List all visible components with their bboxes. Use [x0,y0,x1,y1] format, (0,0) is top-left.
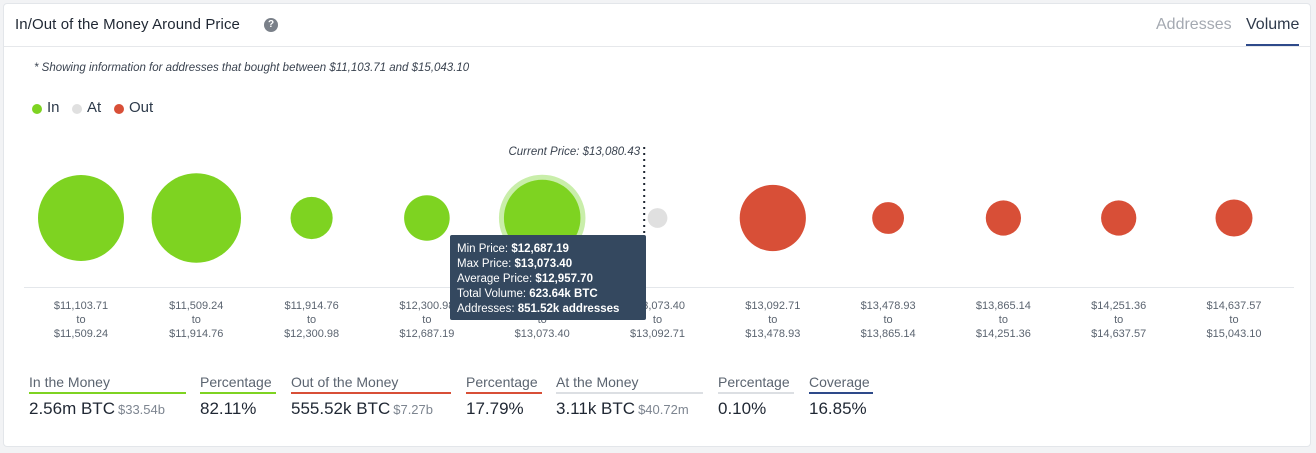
bubble-in[interactable] [404,195,450,241]
tick-label-to: to [307,314,316,326]
stat-underline [809,392,873,394]
stat-in-percentage: Percentage 82.11% [200,374,276,419]
card-header: In/Out of the Money Around Price ? Addre… [4,4,1310,47]
stat-out-of-the-money: Out of the Money 555.52k BTC $7.27b [291,374,451,419]
stat-underline [466,392,542,394]
summary-stats: In the Money 2.56m BTC $33.54b Percentage… [4,374,1310,434]
tick-label-to-value: $15,043.10 [1206,328,1261,340]
tick-label-to-value: $14,251.36 [976,328,1031,340]
tick-label-from: $11,509.24 [169,300,223,312]
bubble-out[interactable] [872,202,905,234]
tick-label-to-value: $11,914.76 [169,328,223,340]
tooltip-addresses: Addresses: 851.52k addresses [457,303,620,315]
bubble-out[interactable] [739,184,806,252]
tick-label-from: $13,865.14 [976,300,1031,312]
stat-coverage: Coverage 16.85% [809,374,873,419]
stat-label: Percentage [718,374,790,390]
tick-label-to-value: $13,073.40 [515,328,570,340]
tick-label-from: $13,092.71 [745,300,800,312]
tick-label-to-value: $11,509.24 [54,328,108,340]
stat-value: 16.85% [809,399,867,418]
bubble-out[interactable] [1215,199,1253,237]
tick-label-to: to [999,314,1008,326]
bubble-at[interactable] [647,208,668,228]
range-note: * Showing information for addresses that… [34,62,470,74]
bubble-in[interactable] [38,175,124,261]
stat-value: 2.56m BTC $33.54b [29,399,165,418]
tooltip-average-price: Average Price: $12,957.70 [457,273,593,285]
stat-at-the-money: At the Money 3.11k BTC $40.72m [556,374,703,419]
tooltip-min-price: Min Price: $12,687.19 [457,243,569,255]
tick-label-from: $13,478.93 [861,300,916,312]
card-title: In/Out of the Money Around Price [15,16,240,33]
stat-label: Percentage [200,374,272,390]
stat-value: 0.10% [718,399,767,418]
bubble-in[interactable] [290,196,333,240]
stat-value: 82.11% [200,399,257,418]
stat-label: At the Money [556,374,639,390]
legend-dot-in [32,104,42,114]
stat-underline [718,392,794,394]
stat-out-percentage: Percentage 17.79% [466,374,542,419]
tick-label-to: to [653,314,662,326]
tooltip-total-volume: Total Volume: 623.64k BTC [457,288,598,300]
stat-in-the-money: In the Money 2.56m BTC $33.54b [29,374,186,419]
legend-dot-at [72,104,82,114]
tick-label-to-value: $13,865.14 [861,328,916,340]
stat-value: 555.52k BTC $7.27b [291,399,433,418]
tick-label-to-value: $12,300.98 [284,328,339,340]
stat-value: 17.79% [466,399,524,418]
stat-underline [29,392,186,394]
bubble-chart: Current Price: $13,080.43 $11,103.71 to $11… [38,146,1262,340]
legend-dot-out [114,104,124,114]
tick-label-from: $14,637.57 [1206,300,1261,312]
stat-label: Coverage [809,374,870,390]
tick-label-to-value: $13,478.93 [745,328,800,340]
stat-underline [556,392,703,394]
tick-label-to-value: $14,637.57 [1091,328,1146,340]
stat-underline [291,392,451,394]
tick-label-to-value: $13,092.71 [630,328,685,340]
tick-label-to: to [422,314,431,326]
bubble-in[interactable] [151,173,242,263]
in-out-money-card: In/Out of the Money Around Price ? Addre… [3,3,1311,447]
tick-label-to: to [1229,314,1238,326]
legend-label-in: In [47,99,60,116]
tick-label-to-value: $12,687.19 [399,328,454,340]
tab-volume[interactable]: Volume [1246,16,1300,46]
tab-addresses[interactable]: Addresses [1156,16,1232,33]
bubble-out[interactable] [1101,200,1137,236]
current-price-label: Current Price: $13,080.43 [508,146,640,158]
tick-label-to: to [768,314,777,326]
bucket-tooltip: Min Price: $12,687.19 Max Price: $13,073… [450,235,646,320]
stat-value: 3.11k BTC $40.72m [556,399,689,418]
tick-label-to: to [76,314,85,326]
stat-underline [200,392,276,394]
tick-label-from: $14,251.36 [1091,300,1146,312]
chart-baseline [24,287,1294,288]
tooltip-max-price: Max Price: $13,073.40 [457,258,573,270]
legend-label-at: At [87,99,102,116]
stat-label: Out of the Money [291,374,399,390]
tick-label-to: to [192,314,201,326]
tick-label-to: to [538,314,547,326]
tick-label-to: to [884,314,893,326]
bubble-out[interactable] [985,200,1022,236]
tick-label-from: $12,300.98 [399,300,454,312]
stat-label: In the Money [29,374,110,390]
tick-label-to: to [1114,314,1123,326]
tick-label-from: $11,103.71 [54,300,108,312]
stat-label: Percentage [466,374,538,390]
legend-label-out: Out [129,99,154,116]
stat-at-percentage: Percentage 0.10% [718,374,794,419]
tick-label-from: $11,914.76 [284,300,338,312]
help-circle-icon[interactable]: ? [264,18,278,32]
